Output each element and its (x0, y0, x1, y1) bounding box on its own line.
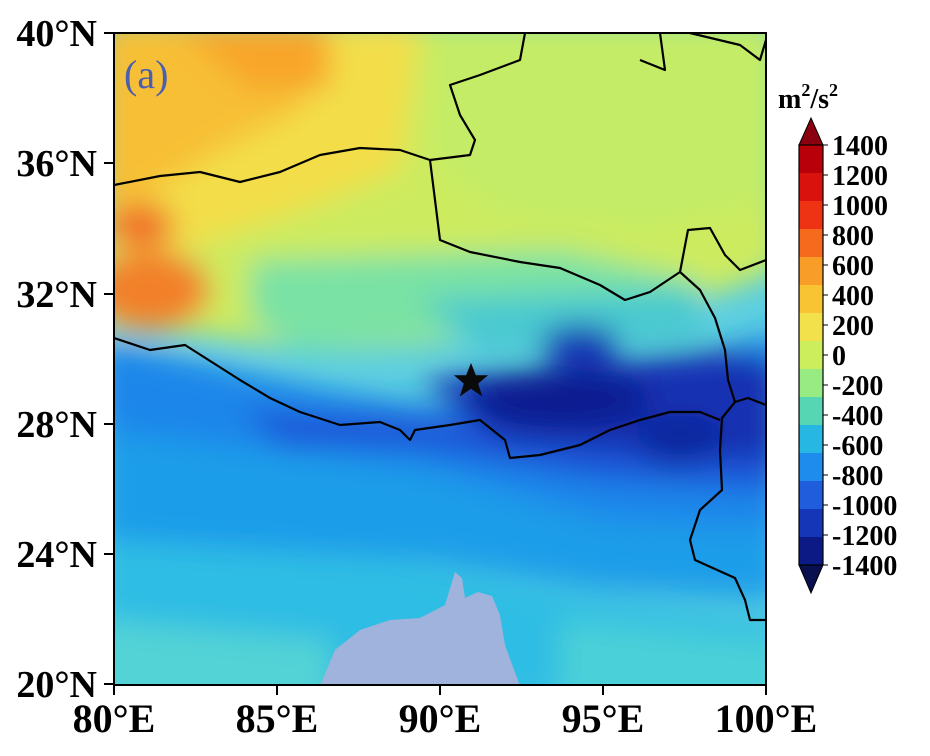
y-tick-label: 24°N (16, 534, 97, 576)
ocean-bay-of-bengal (320, 572, 520, 685)
x-tick-label: 95°E (562, 696, 645, 741)
y-tick-label: 20°N (16, 664, 97, 706)
y-tick-label: 40°N (16, 13, 97, 55)
colorbar-segment (799, 145, 823, 174)
y-axis: 40°N 36°N 32°N 28°N 24°N 20°N (16, 13, 114, 706)
colorbar-segment (799, 537, 823, 566)
colorbar-bottom-extend (798, 564, 824, 595)
colorbar-label: -1400 (832, 551, 897, 582)
colorbar-label: 200 (832, 311, 874, 342)
colorbar-segment (799, 425, 823, 454)
colorbar-label: -800 (832, 461, 883, 492)
colorbar-segments (799, 145, 823, 566)
star-marker (453, 363, 489, 397)
colorbar-segment (799, 173, 823, 202)
colorbar-label: -200 (832, 371, 883, 402)
colorbar-label: -600 (832, 431, 883, 462)
x-tick-label: 100°E (715, 696, 818, 741)
colorbar-label: -1200 (832, 521, 897, 552)
colorbar-label: 1200 (832, 161, 888, 192)
x-tick-label: 80°E (73, 696, 156, 741)
panel-label: (a) (124, 52, 168, 97)
colorbar-segment (799, 285, 823, 314)
y-tick-label: 36°N (16, 143, 97, 185)
colorbar-labels: 1400120010008006004002000-200-400-600-80… (823, 131, 897, 582)
x-axis: 80°E 85°E 90°E 95°E 100°E (73, 685, 818, 741)
colorbar-segment (799, 313, 823, 342)
colorbar-segment (799, 341, 823, 370)
colorbar-label: 600 (832, 251, 874, 282)
colorbar-segment (799, 201, 823, 230)
x-tick-label: 90°E (399, 696, 482, 741)
colorbar-label: -400 (832, 401, 883, 432)
colorbar-segment (799, 229, 823, 258)
y-tick-label: 32°N (16, 274, 97, 316)
colorbar-label: -1000 (832, 491, 897, 522)
country-borders (114, 33, 766, 622)
x-tick-label: 85°E (236, 696, 319, 741)
y-tick-label: 28°N (16, 404, 97, 446)
colorbar-segment (799, 453, 823, 482)
colorbar-segment (799, 481, 823, 510)
colorbar-label: 0 (832, 341, 846, 372)
colorbar-label: 1400 (832, 131, 888, 162)
colorbar-segment (799, 369, 823, 398)
colorbar-segment (799, 257, 823, 286)
map-plot-area (114, 33, 766, 685)
colorbar-label: 800 (832, 221, 874, 252)
colorbar-segment (799, 397, 823, 426)
colorbar-top-extend (798, 116, 824, 146)
colorbar-label: 1000 (832, 191, 888, 222)
colorbar-label: 400 (832, 281, 874, 312)
colorbar: m2/s2 1400120010008006004002000-200-400-… (778, 80, 897, 595)
colorbar-unit: m2/s2 (778, 80, 838, 115)
colorbar-segment (799, 509, 823, 538)
